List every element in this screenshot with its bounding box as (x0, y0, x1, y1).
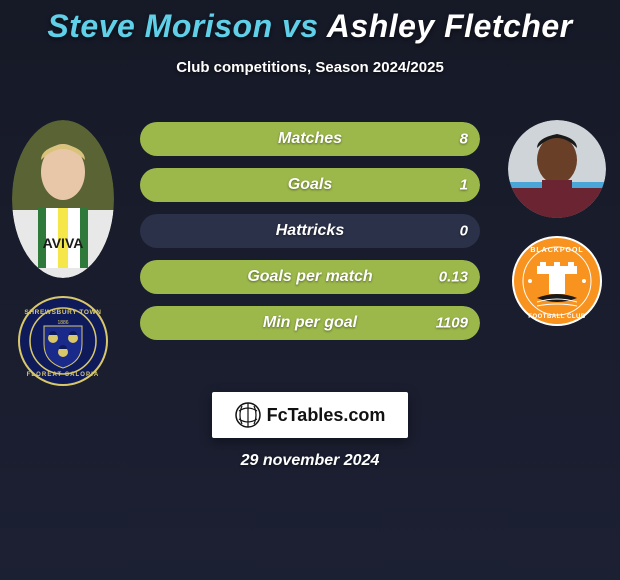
svg-text:SHREWSBURY TOWN: SHREWSBURY TOWN (24, 309, 101, 316)
stat-row: Matches 8 (140, 122, 480, 156)
stat-value-right: 0.13 (439, 269, 468, 286)
stat-label: Goals per match (247, 268, 372, 286)
stat-label: Goals (288, 176, 332, 194)
player-left-avatar-icon: AVIVA (12, 120, 114, 278)
blackpool-crest-icon: BLACKPOOL FOOTBALL CLUB (512, 236, 602, 326)
shrewsbury-crest-icon: SHREWSBURY TOWN FLOREAT SALOPIA 1886 (18, 296, 108, 386)
brand-text: FcTables.com (267, 405, 386, 426)
player-right-photo (508, 120, 606, 218)
stat-row: Goals per match 0.13 (140, 260, 480, 294)
stat-label: Hattricks (276, 222, 344, 240)
svg-text:FLOREAT SALOPIA: FLOREAT SALOPIA (27, 372, 100, 378)
player-left-photo: AVIVA (12, 120, 114, 278)
brand-badge: FcTables.com (212, 392, 408, 438)
fctables-logo-icon (235, 402, 261, 428)
stat-value-right: 1109 (436, 315, 468, 332)
stat-label: Matches (278, 130, 342, 148)
stat-value-right: 8 (460, 131, 468, 148)
svg-text:AVIVA: AVIVA (43, 235, 84, 251)
svg-text:FOOTBALL CLUB: FOOTBALL CLUB (528, 314, 586, 320)
stats-panel: Matches 8 Goals 1 Hattricks 0 Goals per match 0… (140, 122, 480, 340)
header: Steve Morison vs Ashley Fletcher Club co… (0, 0, 620, 76)
stat-label: Min per goal (263, 314, 357, 332)
player-right-column: BLACKPOOL FOOTBALL CLUB (502, 120, 612, 326)
footer-date: 29 november 2024 (241, 452, 380, 470)
club-left-badge: SHREWSBURY TOWN FLOREAT SALOPIA 1886 (18, 296, 108, 386)
player-right-avatar-icon (508, 120, 606, 218)
page-title: Steve Morison vs Ashley Fletcher (0, 8, 620, 45)
svg-text:BLACKPOOL: BLACKPOOL (530, 247, 583, 254)
player-left-column: AVIVA SHREWSBURY TOWN FLOREAT SALOPIA 18… (8, 120, 118, 386)
title-right: Ashley Fletcher (327, 8, 573, 44)
stat-value-right: 0 (460, 223, 468, 240)
subtitle: Club competitions, Season 2024/2025 (0, 59, 620, 76)
stat-row: Hattricks 0 (140, 214, 480, 248)
footer: FcTables.com 29 november 2024 (0, 392, 620, 470)
stat-row: Min per goal 1109 (140, 306, 480, 340)
title-vs: vs (282, 8, 319, 44)
title-left: Steve Morison (47, 8, 272, 44)
stat-value-right: 1 (460, 177, 468, 194)
svg-text:1886: 1886 (57, 320, 68, 326)
stat-row: Goals 1 (140, 168, 480, 202)
club-right-badge: BLACKPOOL FOOTBALL CLUB (512, 236, 602, 326)
